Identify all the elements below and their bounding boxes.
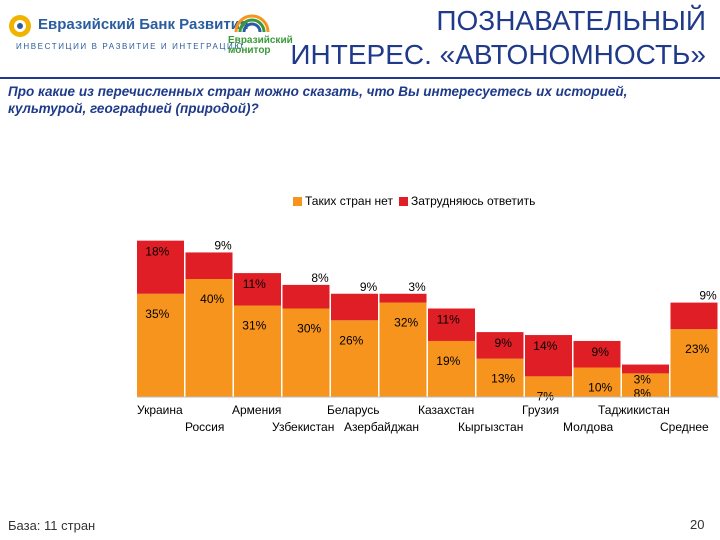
legend-swatch-orange [293,196,302,206]
category-label: Армения [232,403,281,417]
legend-item-undecided: Затрудняюсь ответить [398,194,536,208]
page-number: 20 [690,517,705,532]
header-divider [0,77,720,79]
data-label-undecided: 9% [699,289,717,303]
data-label-no-countries: 23% [685,342,709,356]
data-label-no-countries: 35% [145,307,169,321]
data-label-undecided: 18% [145,245,169,259]
bar-no-countries [185,279,233,397]
bar-undecided [476,332,524,359]
rainbow-icon [234,14,270,33]
bar-undecided [670,302,718,330]
data-label-undecided: 9% [360,280,378,294]
data-label-undecided: 9% [214,238,232,252]
legend-item-no-countries: Таких стран нет [293,194,393,208]
category-label: Таджикистан [598,403,670,417]
bar-no-countries [379,302,427,397]
bar-undecided [137,240,184,294]
data-label-no-countries: 31% [242,319,266,333]
data-label-undecided: 8% [311,271,329,285]
monitor-name-line1: Евразийский [228,35,293,46]
data-label-undecided: 9% [495,336,513,350]
bank-name: Евразийский Банк Развития [38,16,249,33]
category-label: Украина [137,403,183,417]
bank-emblem-icon [9,15,31,37]
legend-label-undecided: Затрудняюсь ответить [410,194,536,208]
data-label-no-countries: 30% [297,322,321,336]
bar-undecided [622,364,669,374]
data-label-no-countries: 10% [588,381,612,395]
bar-undecided [234,273,281,306]
page-title: ПОЗНАВАТЕЛЬНЫЙ ИНТЕРЕС. «АВТОНОМНОСТЬ» [290,4,706,72]
category-label: Кыргызстан [458,420,523,434]
bank-tagline: ИНВЕСТИЦИИ В РАЗВИТИЕ И ИНТЕГРАЦИЮ [16,42,245,51]
data-label-undecided: 3% [408,280,426,294]
data-label-undecided: 9% [592,345,610,359]
bank-logo: Евразийский Банк Развития ИНВЕСТИЦИИ В Р… [8,12,249,52]
bar-undecided [185,252,233,279]
data-label-undecided: 3% [634,372,652,386]
bar-no-countries [670,329,718,397]
data-label-no-countries: 32% [394,316,418,330]
data-label-no-countries: 7% [537,389,555,403]
data-label-no-countries: 19% [436,354,460,368]
category-label: Россия [185,420,224,434]
legend-swatch-red [398,196,408,206]
data-label-no-countries: 13% [491,372,515,386]
bar-no-countries [525,376,572,397]
data-label-no-countries: 26% [339,333,363,347]
bar-no-countries [428,340,475,397]
bar-no-countries [137,293,184,397]
monitor-name: Евразийский монитор [228,36,293,56]
monitor-logo: Евразийский монитор [228,10,293,56]
bar-undecided [331,293,378,321]
bar-undecided [525,335,572,377]
bar-undecided [428,308,475,341]
data-label-undecided: 11% [437,313,460,327]
data-label-undecided: 14% [533,339,557,353]
data-label-no-countries: 8% [634,386,652,400]
chart-legend: Таких стран нет Затрудняюсь ответить [293,194,535,208]
bar-undecided [379,293,427,303]
page-title-line2: ИНТЕРЕС. «АВТОНОМНОСТЬ» [290,39,706,70]
bar-no-countries [573,367,621,397]
category-label: Казахстан [418,403,474,417]
data-label-undecided: 11% [243,277,266,291]
data-label-no-countries: 40% [200,292,224,306]
bar-no-countries [331,320,378,397]
bar-no-countries [622,373,669,397]
legend-label-no-countries: Таких стран нет [305,194,393,208]
category-label: Среднее [660,420,709,434]
bar-undecided [282,284,330,309]
bar-no-countries [476,358,524,397]
page-title-line1: ПОЗНАВАТЕЛЬНЫЙ [436,5,706,36]
category-label: Беларусь [327,403,379,417]
bar-no-countries [234,305,281,397]
category-label: Узбекистан [272,420,334,434]
question-text: Про какие из перечисленных стран можно с… [8,84,628,116]
bar-undecided [573,340,621,368]
monitor-name-line2: монитор [228,45,271,56]
bar-no-countries [282,308,330,397]
category-label: Азербайджан [344,420,419,434]
category-label: Грузия [522,403,559,417]
base-note: База: 11 стран [8,518,96,533]
category-label: Молдова [563,420,613,434]
